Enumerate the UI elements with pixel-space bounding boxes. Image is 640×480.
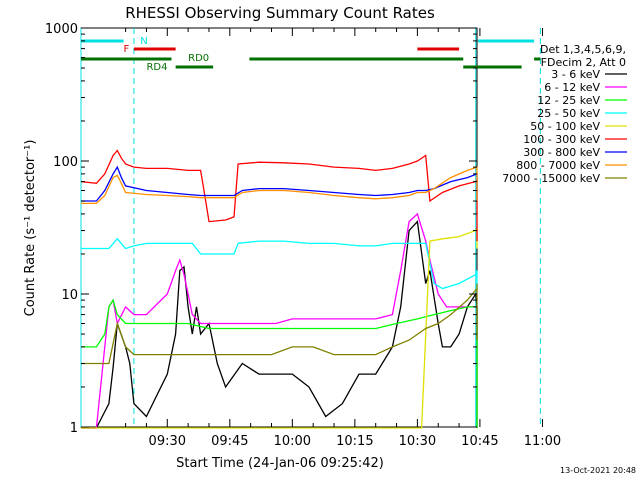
observing-flags: NF RD0 RD4 xyxy=(80,28,541,427)
legend-label: 7000 - 15000 keV xyxy=(502,172,600,185)
x-tick-label: 09:30 xyxy=(149,434,186,449)
y-tick-label: 100 xyxy=(53,155,78,170)
rd4-flag-label: RD4 xyxy=(146,62,167,73)
flare-flag-label: F xyxy=(124,44,130,55)
legend-label: 3 - 6 keV xyxy=(551,68,600,81)
x-tick-label: 10:15 xyxy=(336,434,373,449)
x-tick-label: 09:45 xyxy=(211,434,248,449)
legend-header-1: Det 1,3,4,5,6,9, xyxy=(540,43,626,56)
chart-title: RHESSI Observing Summary Count Rates xyxy=(125,4,435,22)
legend-label: 12 - 25 keV xyxy=(537,94,600,107)
saa-flag-label: N xyxy=(140,36,147,47)
x-axis-label: Start Time (24-Jan-06 09:25:42) xyxy=(176,456,384,471)
x-tick-label: 10:00 xyxy=(274,434,311,449)
series-group xyxy=(80,149,478,429)
y-axis-label: Count Rate (s⁻¹ detector⁻¹) xyxy=(23,140,38,317)
series-7000-15000-kev xyxy=(81,283,478,365)
series-12-25-kev xyxy=(81,298,478,428)
x-tick-label: 10:45 xyxy=(461,434,498,449)
x-tick-label: 11:00 xyxy=(524,434,561,449)
legend-header-2: FDecim 2, Att 0 xyxy=(541,56,626,69)
y-tick-label: 1000 xyxy=(45,22,78,37)
legend-label: 6 - 12 keV xyxy=(544,81,600,94)
axes-ticks: 1 10 100 1000 09:30 09:45 10:00 10:15 10:30 10:45… xyxy=(45,22,561,449)
y-tick-label: 10 xyxy=(61,288,78,303)
series-3-6-kev xyxy=(81,220,478,429)
rd0-flag-label: RD0 xyxy=(188,53,209,64)
series-300-800-kev xyxy=(81,165,478,202)
legend-label: 25 - 50 keV xyxy=(537,107,600,120)
series-800-7000-kev xyxy=(81,166,478,205)
series-6-12-kev xyxy=(81,212,478,429)
legend-label: 800 - 7000 keV xyxy=(516,159,600,172)
timestamp: 13-Oct-2021 20:48 xyxy=(560,466,636,475)
legend-label: 100 - 300 keV xyxy=(523,133,600,146)
x-tick-label: 10:30 xyxy=(399,434,436,449)
series-25-50-kev xyxy=(81,237,478,290)
legend-label: 300 - 800 keV xyxy=(523,146,600,159)
y-tick-label: 1 xyxy=(70,421,78,436)
legend-label: 50 - 100 keV xyxy=(530,120,600,133)
